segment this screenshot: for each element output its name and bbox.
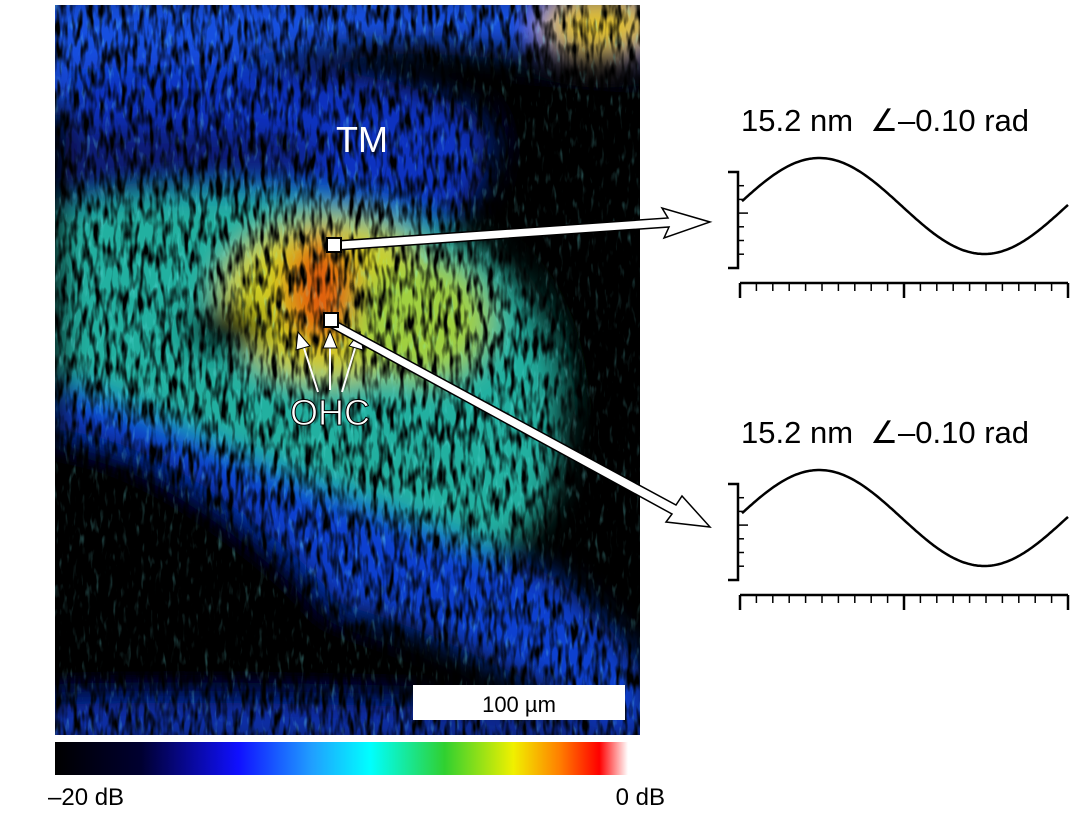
waveform: [741, 156, 1069, 256]
oct-image: [55, 5, 640, 735]
trace-label: 15.2 nm ∠–0.10 rad: [741, 103, 1029, 138]
point-marker: [326, 237, 342, 253]
colorbar-max-label: 0 dB: [616, 784, 665, 810]
waveform: [741, 468, 1069, 568]
colorbar-min-label: –20 dB: [48, 784, 124, 810]
y-axis: [728, 482, 740, 582]
trace-panel: 15.2 nm ∠–0.10 rad: [728, 415, 1070, 610]
tm-label: TM: [336, 119, 388, 160]
y-axis: [728, 170, 740, 270]
colorbar: [55, 742, 628, 775]
scale-bar-label: 100 µm: [482, 692, 556, 717]
trace-label: 15.2 nm ∠–0.10 rad: [741, 415, 1029, 450]
point-marker: [323, 312, 339, 328]
ohc-label: OHC: [290, 392, 370, 433]
pointer-arrows: [327, 206, 713, 528]
scale-bar: [413, 685, 625, 720]
trace-panel: 15.2 nm ∠–0.10 rad: [728, 103, 1070, 298]
